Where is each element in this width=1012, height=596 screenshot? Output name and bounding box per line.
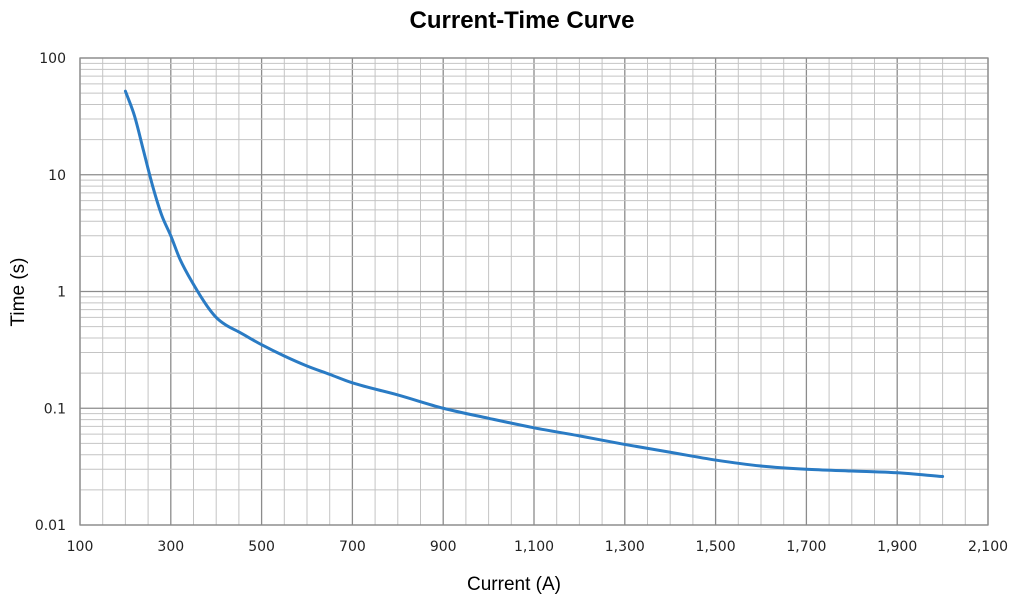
x-tick-label: 100 xyxy=(67,539,94,555)
x-tick-label: 300 xyxy=(157,539,184,555)
y-axis-label: Time (s) xyxy=(8,258,29,327)
y-tick-label: 0.1 xyxy=(44,401,66,417)
chart-title: Current-Time Curve xyxy=(410,7,635,34)
x-tick-labels: 100 300 500 700 900 1,100 1,300 1,500 1,700 1,900… xyxy=(67,539,1008,555)
x-tick-label: 500 xyxy=(248,539,275,555)
y-tick-label: 0.01 xyxy=(35,518,66,534)
y-tick-labels: 0.01 0.1 1 10 100 xyxy=(35,51,66,534)
x-tick-label: 2,100 xyxy=(968,539,1008,555)
y-tick-label: 1 xyxy=(57,285,66,301)
x-tick-label: 1,300 xyxy=(605,539,645,555)
x-tick-label: 1,500 xyxy=(696,539,736,555)
y-tick-label: 10 xyxy=(48,168,66,184)
x-tick-label: 700 xyxy=(339,539,366,555)
x-tick-label: 1,700 xyxy=(786,539,826,555)
x-axis-label: Current (A) xyxy=(467,574,561,595)
plot-grid xyxy=(79,57,989,526)
series-line xyxy=(123,89,945,479)
x-tick-label: 1,100 xyxy=(514,539,554,555)
x-tick-label: 1,900 xyxy=(877,539,917,555)
plot-frame xyxy=(79,57,989,526)
y-tick-label: 100 xyxy=(39,51,66,67)
x-tick-label: 900 xyxy=(430,539,457,555)
